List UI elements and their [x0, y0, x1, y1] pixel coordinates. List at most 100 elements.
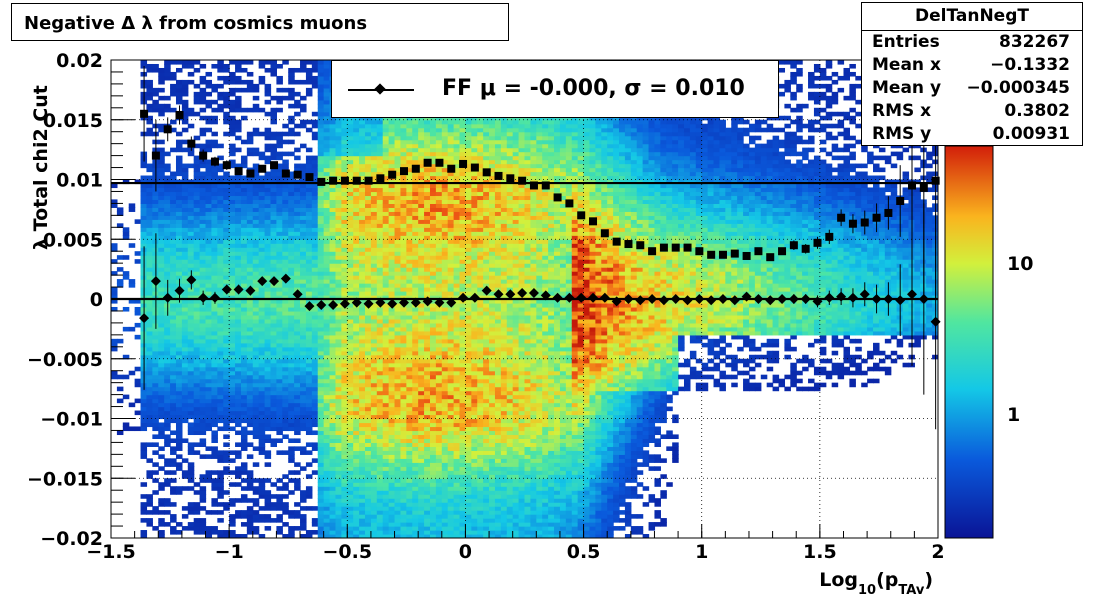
- heatmap-cell: [317, 470, 325, 475]
- heatmap-cell: [365, 486, 372, 491]
- heatmap-cell: [347, 374, 354, 380]
- heatmap-cell: [353, 438, 360, 443]
- heatmap-cell: [264, 374, 272, 380]
- heatmap-cell: [376, 398, 384, 404]
- heatmap-cell: [353, 350, 360, 356]
- heatmap-cell: [294, 326, 301, 332]
- heatmap-cell: [193, 422, 201, 428]
- heatmap-cell: [359, 167, 366, 173]
- heatmap-cell: [359, 426, 366, 432]
- heatmap-cell: [388, 402, 396, 408]
- heatmap-cell: [276, 426, 283, 432]
- heatmap-cell: [359, 318, 366, 324]
- heatmap-cell: [341, 470, 348, 475]
- heatmap-cell: [205, 330, 213, 336]
- heatmap-cell: [140, 406, 148, 412]
- heatmap-cell: [264, 259, 272, 264]
- heatmap-cell: [335, 502, 342, 507]
- heatmap-cell: [311, 406, 319, 412]
- heatmap-cell: [300, 306, 307, 312]
- heatmap-cell: [146, 338, 153, 344]
- heatmap-cell: [217, 267, 224, 272]
- heatmap-cell: [187, 346, 195, 352]
- heatmap-cell: [211, 302, 218, 308]
- heatmap-cell: [311, 255, 319, 260]
- heatmap-cell: [175, 402, 183, 408]
- heatmap-cell: [187, 406, 195, 412]
- heatmap-cell: [170, 175, 177, 181]
- heatmap-cell: [388, 155, 396, 161]
- heatmap-cell: [193, 326, 201, 332]
- heatmap-cell: [359, 259, 366, 264]
- heatmap-cell: [240, 386, 248, 392]
- heatmap-cell: [370, 247, 378, 252]
- heatmap-cell: [329, 434, 337, 440]
- heatmap-cell: [223, 75, 230, 81]
- heatmap-cell: [240, 199, 248, 204]
- heatmap-cell: [164, 247, 171, 252]
- heatmap-cell: [181, 314, 189, 320]
- heatmap-cell: [347, 295, 354, 300]
- heatmap-cell: [246, 358, 254, 364]
- heatmap-cell: [193, 275, 201, 280]
- heatmap-cell: [412, 267, 419, 272]
- heatmap-cell: [134, 382, 142, 388]
- heatmap-cell: [300, 271, 307, 276]
- heatmap-cell: [252, 530, 260, 535]
- heatmap-cell: [329, 243, 337, 248]
- heatmap-cell: [400, 466, 407, 471]
- heatmap-cell: [418, 398, 425, 404]
- heatmap-cell: [181, 386, 189, 392]
- heatmap-cell: [376, 207, 384, 212]
- heatmap-cell: [211, 239, 218, 244]
- heatmap-cell: [394, 394, 402, 400]
- heatmap-cell: [229, 275, 236, 280]
- heatmap-cell: [418, 446, 425, 451]
- heatmap-cell: [205, 287, 213, 292]
- heatmap-cell: [235, 87, 242, 93]
- heatmap-cell: [164, 107, 171, 113]
- heatmap-cell: [229, 151, 236, 157]
- heatmap-cell: [258, 155, 266, 161]
- heatmap-cell: [323, 486, 331, 491]
- heatmap-cell: [164, 322, 171, 328]
- heatmap-cell: [217, 223, 224, 228]
- heatmap-cell: [146, 406, 153, 412]
- heatmap-cell: [140, 207, 148, 212]
- heatmap-cell: [329, 430, 337, 436]
- heatmap-cell: [394, 119, 402, 125]
- heatmap-cell: [264, 350, 272, 356]
- heatmap-cell: [193, 342, 201, 348]
- heatmap-cell: [217, 478, 224, 483]
- heatmap-cell: [317, 390, 325, 396]
- heatmap-cell: [412, 330, 419, 336]
- heatmap-cell: [365, 259, 372, 264]
- heatmap-cell: [347, 530, 354, 535]
- heatmap-cell: [406, 498, 413, 503]
- heatmap-cell: [376, 295, 384, 300]
- heatmap-cell: [229, 243, 236, 248]
- heatmap-cell: [341, 259, 348, 264]
- heatmap-cell: [388, 207, 396, 212]
- heatmap-cell: [229, 458, 236, 463]
- heatmap-cell: [193, 267, 201, 272]
- heatmap-cell: [400, 295, 407, 300]
- heatmap-cell: [335, 223, 342, 228]
- heatmap-cell: [170, 235, 177, 240]
- heatmap-cell: [229, 143, 236, 149]
- heatmap-cell: [246, 370, 254, 376]
- heatmap-cell: [406, 494, 413, 499]
- heatmap-cell: [276, 135, 283, 141]
- heatmap-cell: [329, 147, 337, 153]
- heatmap-cell: [424, 330, 431, 336]
- heatmap-cell: [217, 330, 224, 336]
- heatmap-cell: [365, 139, 372, 145]
- heatmap-cell: [252, 263, 260, 268]
- heatmap-cell: [365, 279, 372, 284]
- heatmap-cell: [388, 342, 396, 348]
- heatmap-cell: [323, 207, 331, 212]
- heatmap-cell: [146, 63, 153, 69]
- heatmap-cell: [229, 123, 236, 129]
- heatmap-cell: [288, 255, 295, 260]
- heatmap-cell: [199, 406, 207, 412]
